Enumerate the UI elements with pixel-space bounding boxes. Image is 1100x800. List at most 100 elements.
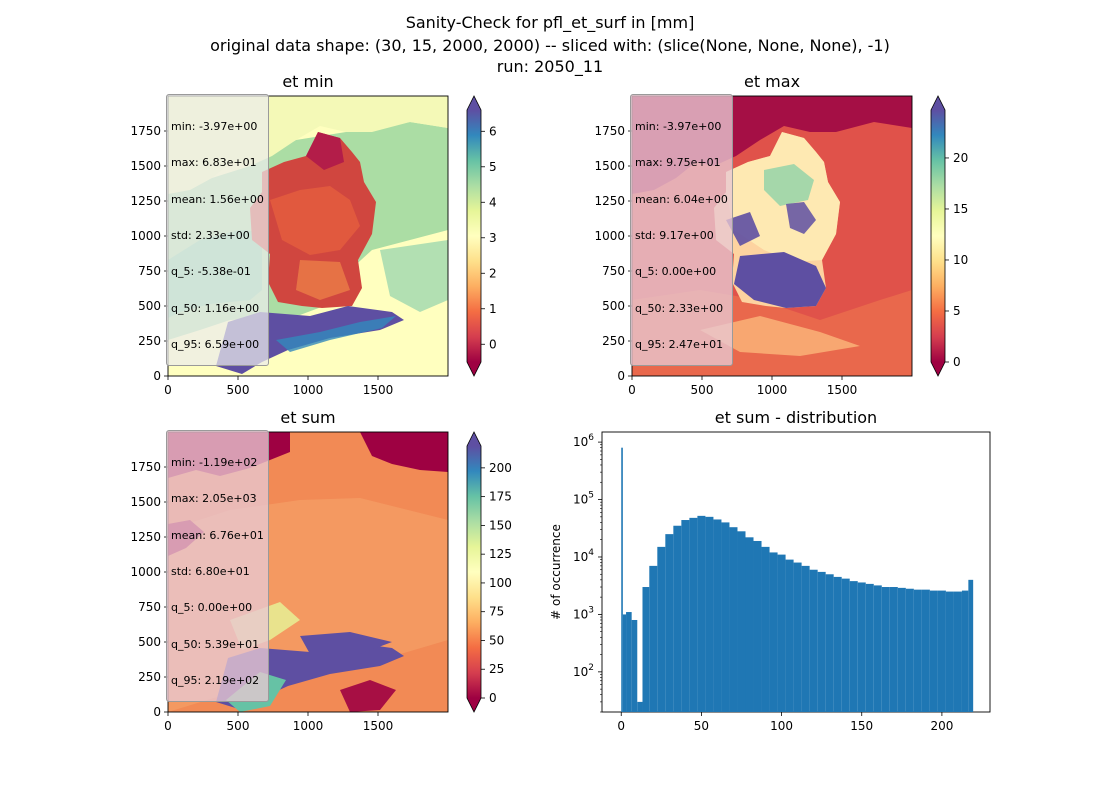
- stats-line: q_50: 5.39e+01: [171, 637, 260, 651]
- y-tick-label: 250: [602, 334, 625, 348]
- histogram-bar: [689, 517, 698, 712]
- histogram-bar: [817, 571, 826, 712]
- y-tick-label: 104: [573, 548, 594, 564]
- y-tick-label: 1000: [130, 229, 161, 243]
- histogram-bar: [889, 587, 898, 712]
- colorbar-tick-label: 4: [489, 195, 497, 209]
- stats-line: std: 2.33e+00: [171, 229, 250, 243]
- panel-title-et-min: et min: [282, 72, 334, 91]
- x-tick-label: 1000: [293, 719, 324, 733]
- histogram-bar: [621, 447, 623, 712]
- histogram-bar: [769, 552, 778, 712]
- histogram-bar: [929, 590, 938, 712]
- histogram-bar: [745, 537, 754, 712]
- histogram-bar: [961, 590, 969, 712]
- histogram-bar: [945, 591, 954, 712]
- colorbar-tick-label: 2: [489, 266, 497, 280]
- colorbar-tick-label: 20: [953, 151, 968, 165]
- y-tick-label: 1250: [130, 194, 161, 208]
- colorbar-tick-label: 125: [489, 547, 512, 561]
- colorbar-et-sum: [466, 431, 482, 713]
- y-tick-label: 1750: [594, 124, 625, 138]
- histogram-bar: [968, 579, 974, 712]
- histogram-bar: [849, 581, 858, 712]
- y-tick-label: 1750: [130, 460, 161, 474]
- histogram-bar: [857, 582, 866, 712]
- x-tick-label: 1500: [363, 383, 394, 397]
- colorbar-tick-label: 0: [489, 337, 497, 351]
- histogram-bar: [729, 527, 738, 712]
- figure-title-line-3: run: 2050_11: [496, 57, 604, 76]
- stats-line: max: 9.75e+01: [635, 156, 721, 170]
- histogram-bar: [897, 587, 906, 712]
- y-tick-label: 106: [573, 433, 594, 449]
- y-tick-label: 1000: [594, 229, 625, 243]
- stats-line: q_95: 6.59e+00: [171, 337, 260, 351]
- histogram-bar: [631, 619, 638, 712]
- panel-title-et-sum: et sum: [280, 408, 336, 427]
- y-tick-label: 102: [573, 663, 594, 679]
- stats-line: min: -3.97e+00: [635, 120, 722, 134]
- histogram-bar: [785, 559, 794, 712]
- y-tick-label: 0: [153, 369, 161, 383]
- y-tick-label: 500: [602, 299, 625, 313]
- y-tick-label: 1500: [594, 159, 625, 173]
- x-tick-label: 0: [628, 383, 636, 397]
- x-tick-label: 500: [691, 383, 714, 397]
- histogram-bar: [681, 520, 690, 712]
- histogram-bar: [665, 534, 674, 712]
- y-tick-label: 250: [138, 670, 161, 684]
- y-tick-label: 0: [153, 705, 161, 719]
- histogram-bar: [649, 565, 658, 712]
- colorbar-tick-label: 50: [489, 633, 504, 647]
- y-tick-label: 105: [573, 491, 594, 507]
- y-tick-label: 250: [138, 334, 161, 348]
- stats-line: mean: 6.04e+00: [635, 192, 728, 206]
- histogram-bar: [809, 569, 818, 712]
- histogram-bar: [761, 546, 770, 712]
- histogram-bar: [953, 591, 962, 712]
- stats-box-et-max: min: -3.97e+00 max: 9.75e+01 mean: 6.04e…: [630, 94, 733, 367]
- x-tick-label: 0: [164, 719, 172, 733]
- x-tick-label: 500: [227, 719, 250, 733]
- x-tick-label: 1000: [757, 383, 788, 397]
- colorbar-tick-label: 150: [489, 518, 512, 532]
- x-tick-label: 50: [694, 719, 709, 733]
- histogram-bar: [721, 522, 730, 712]
- histogram-bar: [865, 583, 874, 712]
- colorbar-tick-label: 75: [489, 605, 504, 619]
- y-tick-label: 0: [617, 369, 625, 383]
- histogram-bar: [642, 587, 650, 712]
- histogram-bar: [697, 515, 706, 712]
- histogram-bar: [841, 578, 850, 712]
- histogram-bar: [801, 565, 810, 712]
- histogram-bar: [833, 576, 842, 712]
- stats-line: max: 2.05e+03: [171, 492, 257, 506]
- figure-title-line-1: Sanity-Check for pfl_et_surf in [mm]: [405, 13, 695, 32]
- histogram-bar: [673, 525, 682, 712]
- colorbar-tick-label: 200: [489, 461, 512, 475]
- histogram-bar: [705, 516, 714, 712]
- histogram-bar: [825, 574, 834, 712]
- colorbar-tick-label: 10: [953, 253, 968, 267]
- stats-line: q_5: -5.38e-01: [171, 265, 251, 279]
- colorbar-tick-label: 0: [489, 691, 497, 705]
- stats-line: std: 6.80e+01: [171, 565, 250, 579]
- histogram-bar: [637, 701, 643, 712]
- histogram-y-axis-label: # of occurrence: [549, 524, 563, 620]
- y-tick-label: 1500: [130, 159, 161, 173]
- stats-line: q_5: 0.00e+00: [171, 601, 253, 615]
- histogram-bar: [793, 562, 802, 712]
- y-tick-label: 103: [573, 605, 594, 621]
- histogram-bar: [905, 588, 914, 712]
- x-tick-label: 0: [164, 383, 172, 397]
- stats-line: min: -3.97e+00: [171, 120, 258, 134]
- colorbar-tick-label: 25: [489, 662, 504, 676]
- stats-line: q_95: 2.19e+02: [171, 673, 260, 687]
- y-tick-label: 1250: [594, 194, 625, 208]
- panel-title-et-max: et max: [743, 72, 801, 91]
- colorbar-tick-label: 5: [489, 160, 497, 174]
- y-tick-label: 1750: [130, 124, 161, 138]
- x-tick-label: 0: [617, 719, 625, 733]
